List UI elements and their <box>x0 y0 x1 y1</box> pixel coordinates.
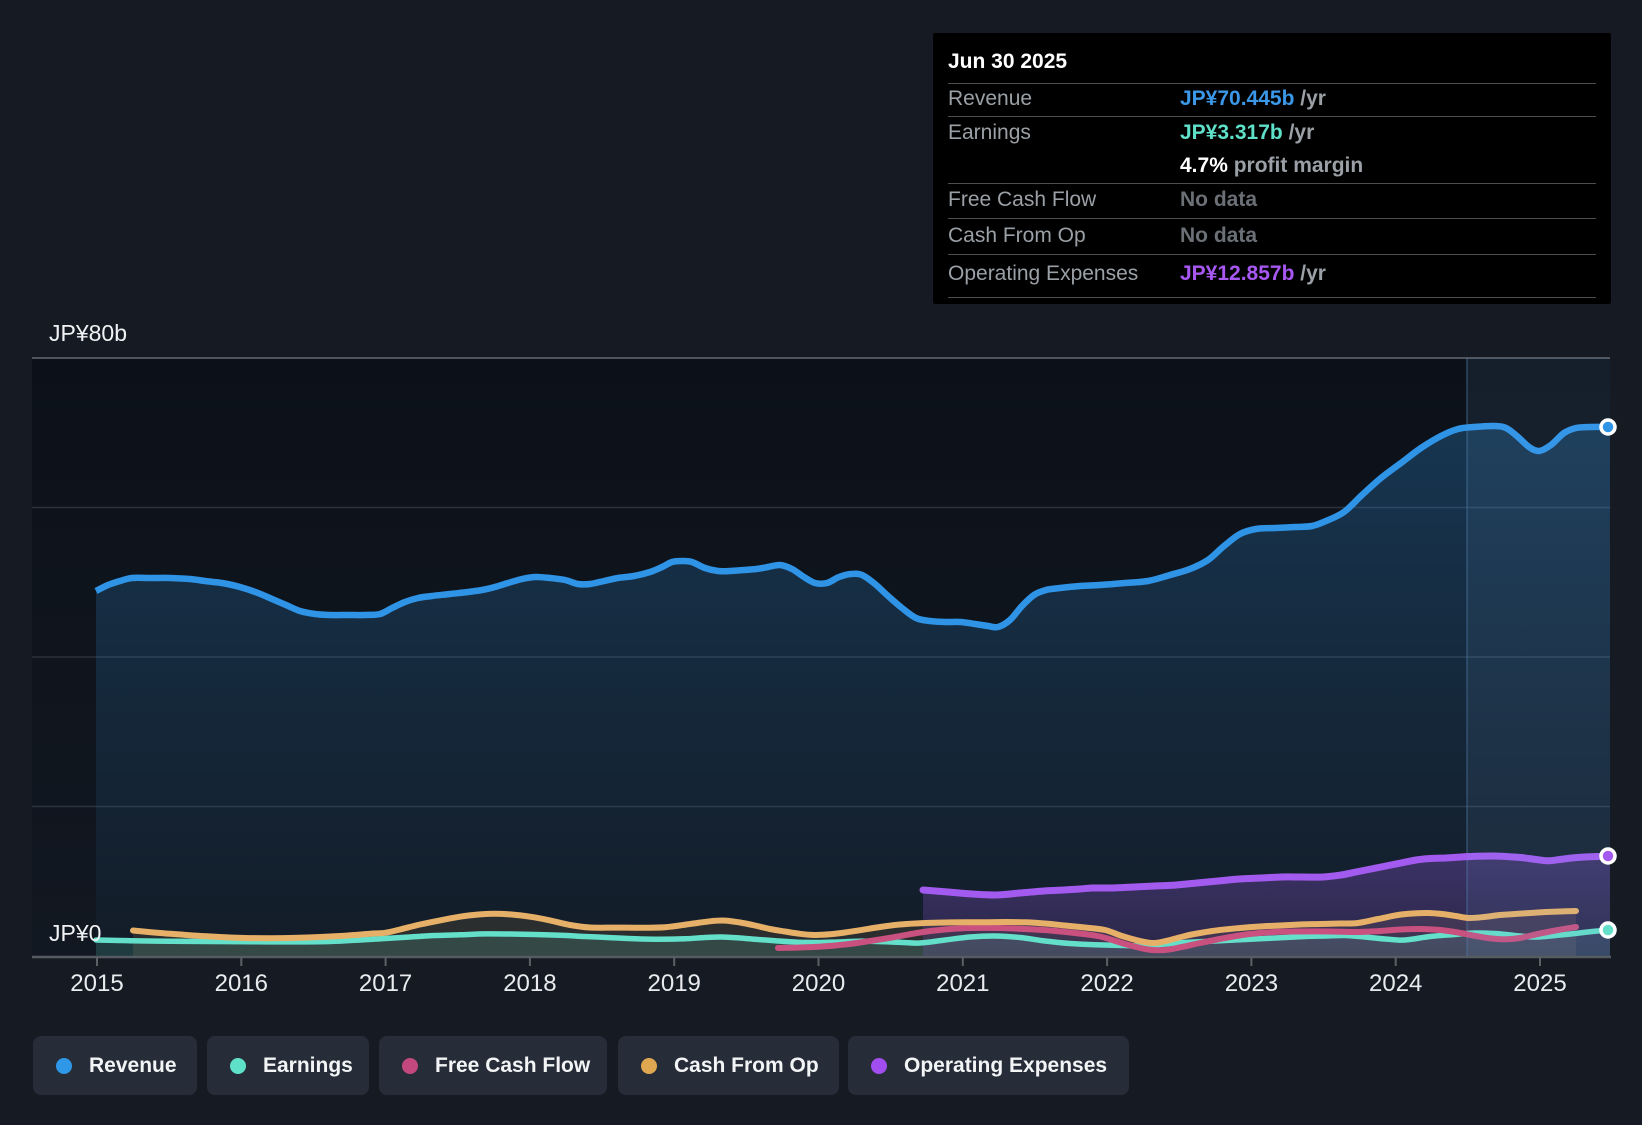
svg-text:2021: 2021 <box>936 970 989 997</box>
svg-text:2018: 2018 <box>503 970 556 997</box>
svg-text:JP¥80b: JP¥80b <box>49 320 127 346</box>
svg-text:2020: 2020 <box>792 970 845 997</box>
svg-text:2015: 2015 <box>70 970 123 997</box>
svg-text:2025: 2025 <box>1513 970 1566 997</box>
svg-text:2022: 2022 <box>1080 970 1133 997</box>
svg-text:2023: 2023 <box>1225 970 1278 997</box>
svg-text:2017: 2017 <box>359 970 412 997</box>
svg-text:2016: 2016 <box>215 970 268 997</box>
svg-text:JP¥0: JP¥0 <box>49 920 101 946</box>
svg-text:2019: 2019 <box>648 970 701 997</box>
svg-text:2024: 2024 <box>1369 970 1422 997</box>
